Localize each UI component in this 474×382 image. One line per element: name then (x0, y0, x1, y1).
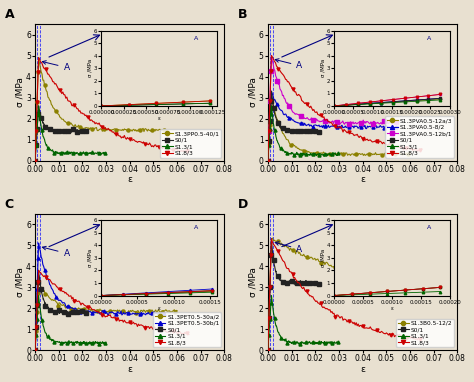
X-axis label: ε: ε (360, 175, 365, 184)
Legend: S1.3PET0.5-30a/2, S1.3PET0.5-30b/1, S0/1, S1.3/1, S1.8/3: S1.3PET0.5-30a/2, S1.3PET0.5-30b/1, S0/1… (153, 312, 221, 347)
Text: A: A (42, 246, 70, 258)
Y-axis label: σ /MPa: σ /MPa (16, 77, 25, 107)
X-axis label: ε: ε (127, 365, 132, 374)
Y-axis label: σ /MPa: σ /MPa (248, 267, 257, 297)
Y-axis label: σ /MPa: σ /MPa (248, 77, 257, 107)
X-axis label: ε: ε (360, 365, 365, 374)
Legend: S1.3PP0.5-40/1, S0/1, S1.3/1, S1.8/3: S1.3PP0.5-40/1, S0/1, S1.3/1, S1.8/3 (160, 129, 221, 158)
Legend: S1.3B0.5-12/2, S0/1, S1.3/1, S1.8/3: S1.3B0.5-12/2, S0/1, S1.3/1, S1.8/3 (396, 319, 454, 347)
Text: B: B (237, 8, 247, 21)
Text: A: A (275, 59, 302, 70)
X-axis label: ε: ε (127, 175, 132, 184)
Y-axis label: σ /MPa: σ /MPa (16, 267, 25, 297)
Text: A: A (275, 242, 302, 254)
Legend: S1.3PVA0.5-12a/3, S1.3PVA0.5-8/2, S1.3PVA0.5-12b/1, S0/1, S1.3/1, S1.8/3: S1.3PVA0.5-12a/3, S1.3PVA0.5-8/2, S1.3PV… (385, 116, 454, 158)
Text: D: D (237, 198, 248, 211)
Text: A: A (42, 61, 70, 72)
Text: C: C (5, 198, 14, 211)
Text: A: A (5, 8, 14, 21)
